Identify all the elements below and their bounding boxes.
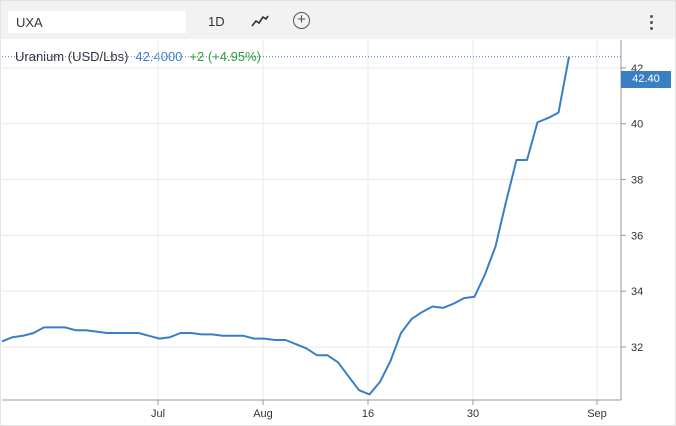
- y-tick-label: 40: [631, 119, 643, 131]
- y-tick-label: 36: [631, 230, 643, 242]
- plus-circle-icon[interactable]: +: [293, 12, 310, 29]
- line-chart-icon[interactable]: [251, 14, 269, 28]
- chart-toolbar: UXA 1D +: [1, 1, 675, 39]
- x-tick-label: 30: [467, 408, 479, 420]
- vertical-dots-icon[interactable]: [649, 13, 655, 31]
- y-tick-label: 38: [631, 175, 643, 187]
- x-tick-label: Aug: [253, 408, 273, 420]
- y-tick-label: 32: [631, 342, 643, 354]
- y-tick-label: 34: [631, 286, 643, 298]
- x-tick-label: Sep: [587, 408, 607, 420]
- symbol-input[interactable]: UXA: [7, 10, 187, 34]
- x-tick-label: 16: [362, 408, 374, 420]
- price-change: +2 (+4.95%): [189, 49, 261, 64]
- price-series-line: [1, 56, 570, 396]
- x-tick-label: Jul: [151, 408, 165, 420]
- last-price-label: 42.40: [621, 71, 671, 88]
- interval-selector[interactable]: 1D: [208, 14, 225, 29]
